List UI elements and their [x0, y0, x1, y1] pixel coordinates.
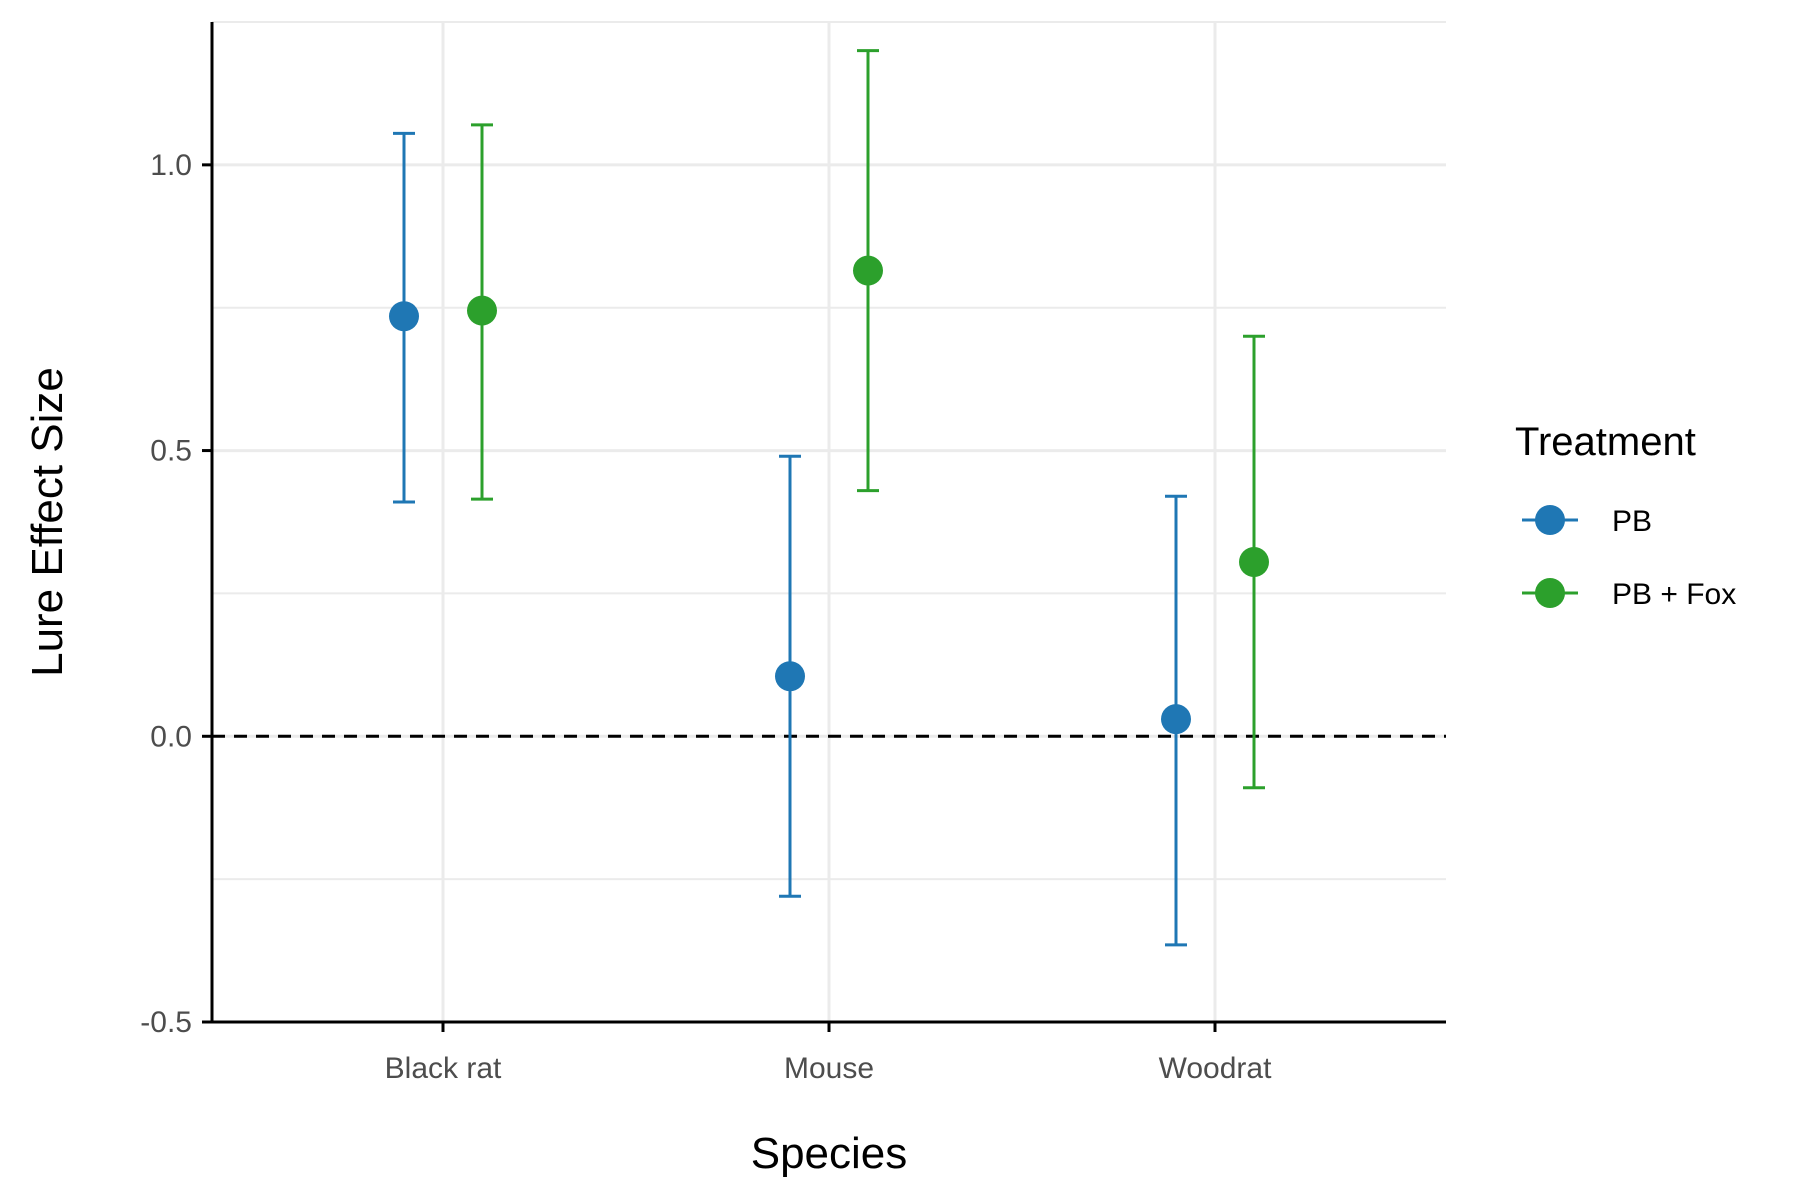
data-point — [853, 255, 883, 286]
series-pb — [389, 131, 1191, 947]
y-tick-label: 0.5 — [150, 435, 192, 468]
legend: Treatment PB PB + Fox — [1515, 420, 1736, 611]
y-tick-label: -0.5 — [140, 1006, 192, 1039]
data-point — [775, 661, 805, 692]
legend-key-point — [1535, 578, 1565, 608]
legend-key-point — [1535, 505, 1565, 535]
data-point — [1239, 547, 1269, 577]
legend-title: Treatment — [1515, 420, 1696, 464]
series-pb-fox — [467, 49, 1269, 790]
y-tick-label: 0.0 — [150, 720, 192, 753]
x-tick-label: Woodrat — [1159, 1052, 1273, 1085]
x-tick-label: Mouse — [784, 1052, 874, 1085]
legend-item: PB — [1522, 505, 1652, 538]
grid-layer — [212, 21, 1446, 1024]
ticks-layer: -0.5 0.0 0.5 1.0 Black rat Mouse Woodrat — [140, 149, 1272, 1085]
x-tick-label: Black rat — [385, 1052, 502, 1085]
legend-item: PB + Fox — [1522, 578, 1736, 611]
legend-items: PB PB + Fox — [1522, 505, 1736, 611]
y-tick-label: 1.0 — [150, 149, 192, 182]
data-point — [1161, 704, 1191, 735]
data-point — [467, 295, 497, 326]
legend-label: PB — [1612, 505, 1652, 538]
x-axis-title: Species — [751, 1129, 908, 1178]
legend-label: PB + Fox — [1612, 578, 1736, 611]
data-point — [389, 301, 419, 332]
series-layer — [389, 49, 1269, 947]
y-axis-title: Lure Effect Size — [23, 367, 72, 677]
